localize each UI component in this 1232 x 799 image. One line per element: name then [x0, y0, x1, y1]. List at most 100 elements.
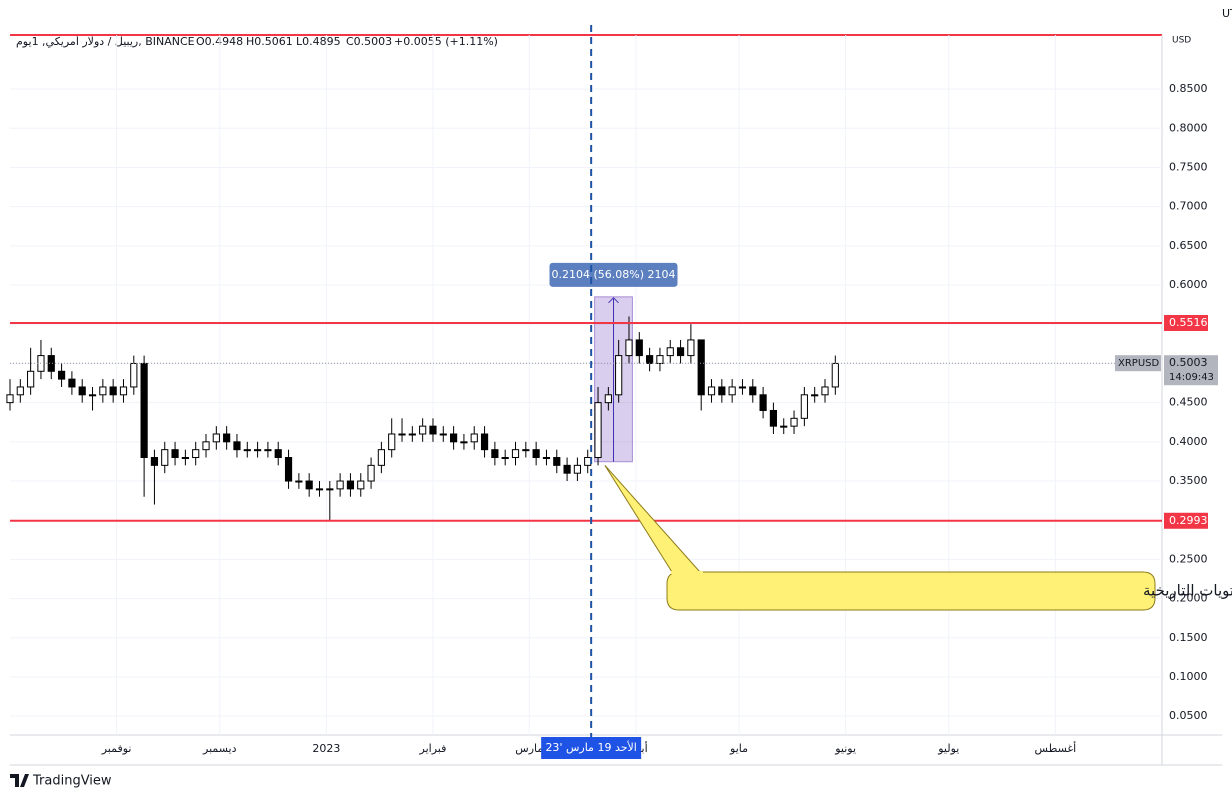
candle-body [501, 457, 509, 460]
candle-body [480, 433, 489, 451]
candle-body [584, 457, 592, 466]
candle-body [130, 362, 138, 388]
candle-body [511, 449, 520, 459]
candle-body [687, 339, 695, 357]
candle-body [274, 449, 282, 459]
candle-body [439, 433, 447, 436]
x-tick-label: يونيو [834, 742, 856, 755]
level-label-bg [1164, 512, 1208, 529]
callout-text: الموجة الصاعدة التي جاءت بعد ارتفاع عدد … [1143, 581, 1232, 601]
candle-body [769, 409, 778, 427]
candle-body [718, 386, 726, 396]
candle-body [99, 386, 107, 396]
candle-body [604, 394, 612, 404]
ohlc-value: L0.4895 [296, 35, 341, 48]
last-price: 0.5003 [1169, 356, 1208, 369]
y-tick-label: 0.2500 [1169, 552, 1208, 565]
candle-body [388, 433, 396, 451]
candle-body [666, 347, 674, 357]
last-price-bg [1164, 355, 1218, 386]
candle-body [759, 394, 767, 411]
level-label: 0.2993 [1169, 514, 1208, 527]
candle-body [150, 457, 159, 466]
x-tick-label: نوفمبر [101, 742, 132, 755]
candle-body [419, 425, 427, 435]
callout-cover [671, 571, 703, 574]
x-tick-label: يوليو [937, 742, 959, 755]
y-tick-label: 0.3500 [1169, 474, 1208, 487]
ohlc-value: +0.0055 (+1.11%) [394, 35, 498, 48]
candle-body [790, 417, 798, 427]
candle-body [573, 464, 581, 474]
candle-body [491, 449, 499, 459]
candle-body [707, 386, 716, 396]
candle-body [161, 449, 169, 466]
candle-body [88, 394, 97, 397]
candle-body [326, 488, 334, 491]
candle-body [460, 441, 468, 444]
candle-body [57, 370, 66, 380]
candle-body [78, 386, 86, 396]
candle-body [408, 433, 416, 436]
candle-body [656, 355, 664, 364]
candle-body [6, 394, 14, 404]
candle-body [253, 449, 262, 452]
measure-label: 0.2104 (56.08%) 2104 [552, 268, 676, 281]
x-tick-label: أغسطس [1035, 741, 1077, 755]
candle-body [68, 378, 76, 388]
candle-body [119, 386, 128, 396]
candle-body [646, 355, 654, 364]
candle-body [522, 449, 530, 452]
level-label: 0.5516 [1169, 316, 1208, 329]
candle-body [181, 457, 189, 460]
candle-body [625, 339, 633, 357]
candle-body [192, 449, 200, 459]
logo [10, 774, 29, 787]
y-tick-label: 0.7500 [1169, 160, 1208, 173]
x-tick-label: مارس [515, 742, 543, 755]
y-tick-label: 0.7000 [1169, 200, 1208, 213]
candle-body [264, 449, 272, 452]
y-tick-label: 0.8500 [1169, 82, 1208, 95]
candle-body [831, 362, 839, 388]
candle-body [542, 457, 551, 460]
candle-body [450, 433, 458, 443]
candle-body [212, 433, 220, 443]
candle-body [284, 457, 293, 482]
measure-label-bg [549, 262, 678, 287]
candle-body [346, 480, 355, 490]
candle-body [295, 480, 303, 483]
candle-body [377, 449, 385, 466]
y-tick-label: 0.2000 [1169, 592, 1208, 605]
candle-body [357, 480, 365, 490]
candle-body [470, 433, 478, 443]
y-tick-label: 0.1000 [1169, 670, 1208, 683]
y-tick-label: 0.8000 [1169, 121, 1208, 134]
candle-body [594, 402, 602, 459]
candle-body [676, 347, 685, 357]
level-label-bg [1164, 314, 1208, 331]
brand: TradingView [32, 774, 112, 789]
date-marker-label: الأحد 19 مارس '23 [545, 740, 636, 754]
x-tick-label: ديسمبر [202, 742, 237, 755]
y-tick-label: 0.0500 [1169, 709, 1208, 722]
ohlc-value: H0.5061 [246, 35, 293, 48]
candle-body [728, 386, 736, 396]
candle-body [315, 488, 324, 491]
candle-body [336, 480, 344, 490]
candle-body [635, 339, 643, 357]
ohlc-value: C0.5003 [346, 35, 392, 48]
candle-body [697, 339, 705, 396]
date-marker-bg [541, 737, 642, 759]
x-tick-label: 2023 [312, 742, 340, 755]
y-tick-label: 0.6000 [1169, 278, 1208, 291]
candle-body [398, 433, 406, 436]
candle-body [171, 449, 179, 459]
y-tick-label: 0.6500 [1169, 239, 1208, 252]
candle-body [553, 457, 561, 466]
candle-body [811, 394, 819, 397]
currency: USD [1172, 36, 1191, 46]
candle-body [233, 441, 241, 451]
